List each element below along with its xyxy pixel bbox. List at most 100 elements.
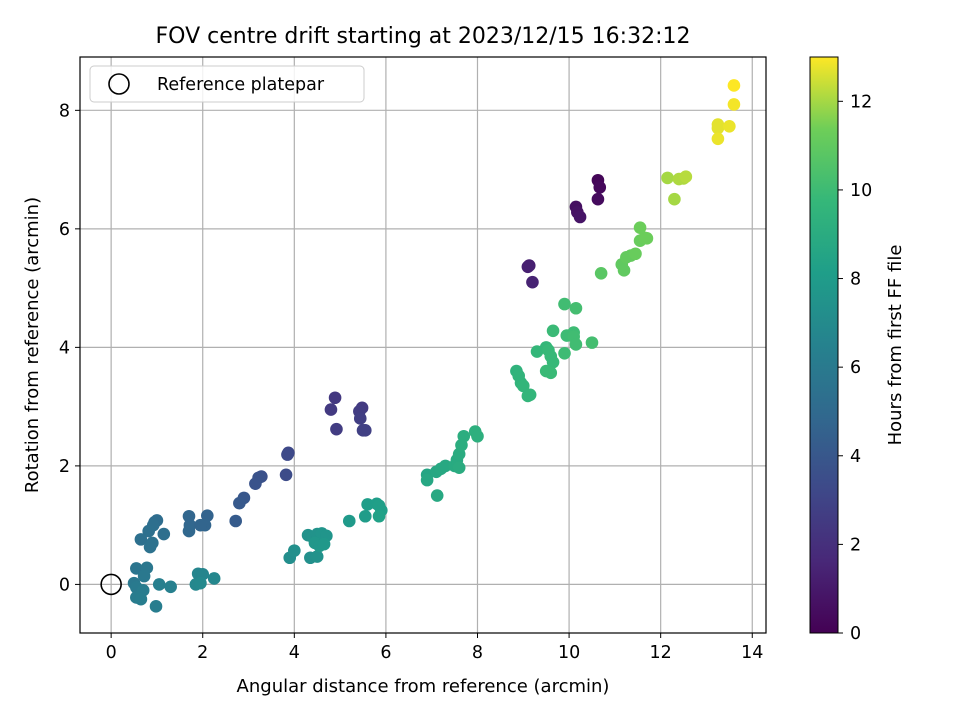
data-point xyxy=(723,120,736,133)
data-point xyxy=(661,171,674,185)
chart-title: FOV centre drift starting at 2023/12/15 … xyxy=(156,24,691,49)
data-point xyxy=(569,338,583,351)
data-point xyxy=(629,247,642,261)
plot-frame xyxy=(79,56,767,634)
colorbar-tick-label: 6 xyxy=(850,358,861,378)
data-point xyxy=(516,379,530,393)
data-point xyxy=(523,388,537,402)
data-point xyxy=(207,572,221,585)
colorbar-tick-label: 2 xyxy=(850,535,861,555)
data-point xyxy=(164,580,177,594)
data-point xyxy=(279,468,293,482)
data-point xyxy=(358,509,372,523)
data-point xyxy=(137,569,151,583)
data-point xyxy=(342,514,356,528)
x-tick-label: 0 xyxy=(106,643,117,663)
data-point xyxy=(594,266,608,280)
data-point xyxy=(430,489,444,502)
colorbar-tick-label: 12 xyxy=(850,92,872,112)
data-point xyxy=(233,496,246,510)
data-point xyxy=(711,121,725,135)
x-tick-label: 6 xyxy=(380,643,391,663)
data-point xyxy=(317,537,331,551)
data-point xyxy=(353,412,367,425)
data-point xyxy=(573,210,587,224)
x-axis-label: Angular distance from reference (arcmin) xyxy=(237,676,610,697)
y-tick-label: 4 xyxy=(59,338,70,358)
data-point xyxy=(544,366,558,380)
y-tick-label: 0 xyxy=(59,575,70,595)
y-axis-ticks: 0 2 4 6 8 xyxy=(59,101,80,595)
data-point xyxy=(361,498,374,511)
data-point xyxy=(420,473,434,487)
data-point xyxy=(546,355,560,369)
data-points xyxy=(127,79,741,613)
legend: Reference platepar xyxy=(89,65,365,103)
data-point xyxy=(130,562,143,575)
data-point xyxy=(157,527,171,541)
data-point xyxy=(194,518,207,532)
x-axis-ticks: 0 2 4 6 8 10 12 14 xyxy=(106,633,763,663)
data-point xyxy=(134,533,148,546)
legend-marker-icon xyxy=(108,73,130,95)
data-point xyxy=(452,461,466,474)
data-point xyxy=(281,448,294,461)
data-point xyxy=(593,181,607,194)
data-point xyxy=(640,232,654,245)
data-point xyxy=(668,192,681,206)
data-point xyxy=(310,550,324,563)
data-point xyxy=(633,221,647,234)
data-point xyxy=(324,403,338,416)
x-tick-label: 2 xyxy=(197,643,208,663)
y-tick-label: 6 xyxy=(59,220,70,240)
data-point xyxy=(182,524,196,538)
data-point xyxy=(146,536,159,550)
data-point xyxy=(569,301,583,315)
data-point xyxy=(328,391,342,405)
x-tick-label: 10 xyxy=(558,643,580,663)
data-point xyxy=(457,429,471,443)
colorbar xyxy=(809,56,839,634)
data-point xyxy=(229,514,243,528)
data-point xyxy=(134,592,148,606)
data-point xyxy=(526,275,539,289)
data-point xyxy=(711,132,725,146)
data-point xyxy=(591,192,605,206)
data-point xyxy=(288,544,301,557)
x-tick-label: 4 xyxy=(289,643,300,663)
x-tick-label: 12 xyxy=(650,643,672,663)
y-tick-label: 8 xyxy=(59,101,70,121)
colorbar-tick-label: 10 xyxy=(850,181,872,201)
y-tick-label: 2 xyxy=(59,457,70,477)
legend-entry: Reference platepar xyxy=(157,75,325,95)
colorbar-tick-label: 0 xyxy=(850,624,861,644)
data-point xyxy=(439,459,452,473)
data-point xyxy=(546,324,560,338)
data-point xyxy=(558,346,571,360)
data-point xyxy=(142,524,155,538)
data-point xyxy=(330,422,343,436)
data-point xyxy=(358,424,372,437)
x-tick-label: 8 xyxy=(472,643,483,663)
data-point xyxy=(152,578,166,591)
colorbar-tick-label: 4 xyxy=(850,447,861,467)
data-point xyxy=(679,170,693,184)
data-point xyxy=(727,98,741,111)
data-point xyxy=(372,509,386,523)
data-point xyxy=(585,336,599,349)
data-point xyxy=(194,576,207,590)
data-point xyxy=(727,79,741,92)
data-point xyxy=(249,477,262,490)
data-point xyxy=(201,509,214,522)
colorbar-ticks: 0 2 4 6 8 10 12 xyxy=(838,92,872,644)
data-point xyxy=(617,264,631,277)
data-point xyxy=(558,297,571,311)
data-point xyxy=(471,429,484,443)
x-tick-label: 14 xyxy=(741,643,763,663)
data-point xyxy=(521,260,535,274)
reference-platepar-marker xyxy=(100,573,122,596)
colorbar-tick-label: 8 xyxy=(850,270,861,290)
grid xyxy=(80,57,766,633)
reference-marker xyxy=(100,573,122,596)
